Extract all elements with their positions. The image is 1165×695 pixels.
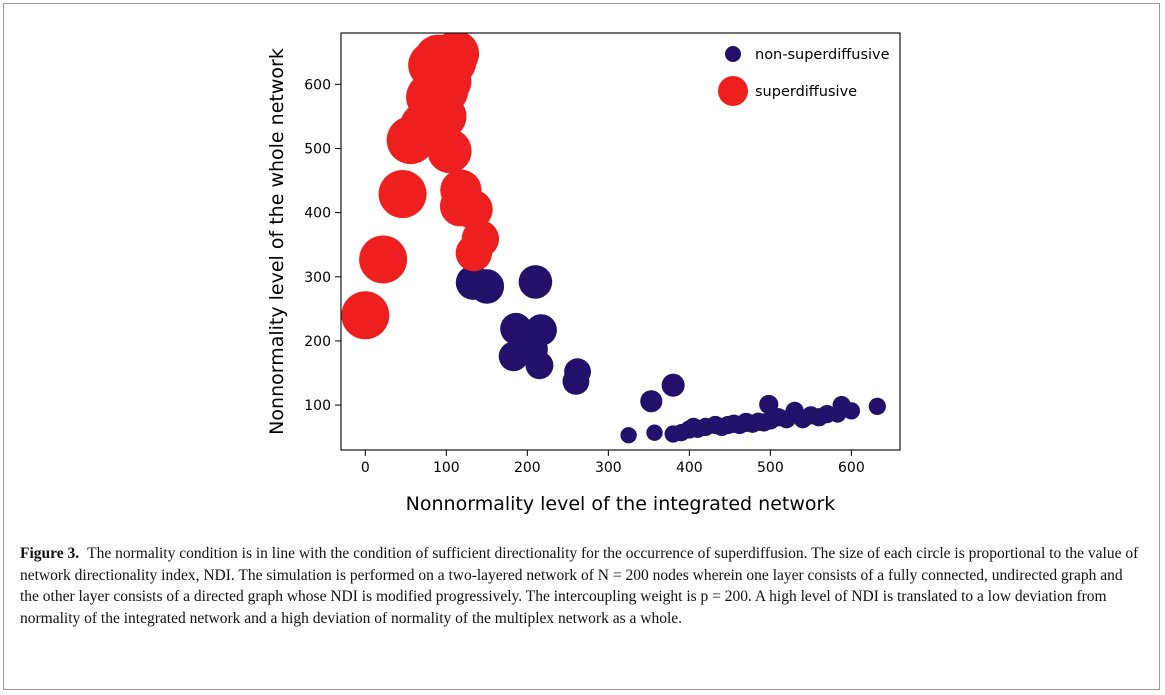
non-superdiffusive-point [843,402,860,419]
legend-label: non-superdiffusive [755,47,890,63]
superdiffusive-point [379,170,427,218]
non-superdiffusive-point [620,427,636,443]
scatter-chart: 0 100 200 300 400 500 600 100 200 300 400 500 600 No… [0,0,1165,540]
x-tick-label: 600 [838,460,865,476]
superdiffusive-point [341,291,389,339]
figure-caption: Figure 3. The normality condition is in l… [20,543,1145,629]
figure-caption-text: The normality condition is in line with … [20,545,1138,627]
legend: non-superdiffusive superdiffusive [718,46,890,106]
y-tick-label: 600 [304,77,331,93]
non-superdiffusive-point [646,425,662,441]
non-superdiffusive-point [470,269,505,304]
non-superdiffusive-point [526,351,554,379]
x-tick-label: 400 [676,460,703,476]
superdiffusive-point [433,30,479,76]
legend-marker [725,46,741,62]
y-tick-label: 300 [304,270,331,286]
x-tick-label: 300 [595,460,622,476]
x-tick-label: 100 [433,460,460,476]
figure-label: Figure 3. [20,545,79,562]
legend-marker [718,76,748,106]
non-superdiffusive-point [662,374,685,397]
non-superdiffusive-point [563,368,590,395]
non-superdiffusive-point [640,390,662,412]
y-tick-label: 500 [304,141,331,157]
non-superdiffusive-point [869,398,886,415]
y-axis-label: Nonnormality level of the whole network [266,48,288,435]
x-axis-label: Nonnormality level of the integrated net… [406,493,836,515]
x-tick-label: 500 [757,460,784,476]
y-tick-label: 200 [304,334,331,350]
y-tick-label: 400 [304,206,331,222]
non-superdiffusive-point [519,265,553,299]
superdiffusive-point [456,235,492,271]
y-tick-label: 100 [304,398,331,414]
superdiffusive-point [427,129,471,173]
superdiffusive-point [359,235,407,283]
x-tick-label: 200 [514,460,541,476]
legend-label: superdiffusive [755,84,857,100]
x-tick-label: 0 [361,460,370,476]
